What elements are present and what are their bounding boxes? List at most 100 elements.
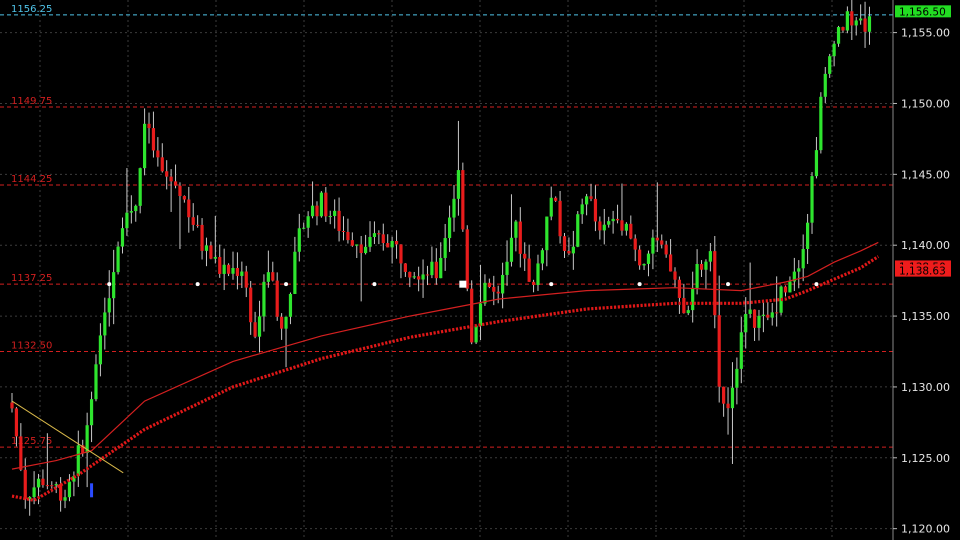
candle-body: [744, 313, 748, 333]
candle-body: [72, 476, 76, 482]
candle-body: [518, 221, 522, 254]
level-label: 1125.75: [11, 436, 52, 447]
candle-body: [14, 408, 19, 437]
candle-body: [691, 287, 695, 311]
candle-body: [275, 280, 279, 317]
candle-body: [823, 73, 827, 97]
candle-body: [571, 246, 575, 254]
candle-body: [222, 264, 226, 274]
candle-body: [266, 272, 270, 282]
candle-body: [664, 244, 668, 255]
candle-body: [841, 27, 845, 31]
candle-body: [98, 335, 102, 365]
marker-dot: [726, 282, 731, 287]
candle-body: [112, 272, 116, 299]
candle-body: [63, 497, 67, 501]
candle-body: [832, 43, 836, 57]
candle-body: [257, 316, 262, 337]
candle-body: [748, 309, 752, 314]
marker-dot: [814, 282, 819, 287]
candle-body: [386, 243, 390, 248]
candle-body: [50, 485, 54, 487]
candle-body: [474, 325, 478, 343]
candle-body: [509, 237, 514, 262]
candle-body: [629, 223, 633, 239]
candle-body: [505, 261, 509, 275]
axis-tick-label: 1,135.00: [901, 310, 950, 323]
candle-body: [523, 253, 527, 259]
candle-body: [819, 96, 823, 151]
candle-body: [324, 192, 328, 217]
candle-body: [735, 368, 739, 388]
candle-body: [32, 487, 36, 498]
candle-body: [45, 485, 49, 487]
candle-body: [94, 364, 98, 400]
candle-body: [306, 216, 310, 228]
candle-body: [611, 218, 615, 222]
axis-tick-label: 1,145.00: [901, 168, 950, 181]
candle-body: [682, 297, 686, 314]
candle-body: [107, 298, 111, 313]
candle-body: [399, 244, 403, 264]
candle-body: [364, 246, 368, 254]
candle-body: [722, 386, 726, 404]
level-label: 1132.50: [11, 340, 52, 351]
candle-body: [209, 245, 213, 259]
candle-body: [226, 264, 231, 274]
candle-body: [456, 170, 461, 199]
candle-body: [677, 279, 682, 298]
candle-body: [487, 282, 491, 288]
candle-body: [850, 11, 854, 26]
candle-body: [54, 484, 58, 486]
candle-body: [421, 274, 425, 280]
candle-body: [120, 228, 125, 247]
candle-body: [739, 332, 743, 369]
candle-body: [580, 204, 584, 215]
candle-body: [452, 198, 456, 218]
price-tag: [895, 5, 951, 18]
candle-body: [447, 217, 452, 239]
candle-body: [651, 237, 655, 254]
candle-body: [554, 197, 558, 201]
candle-body: [394, 240, 399, 245]
candle-body: [585, 196, 589, 205]
candle-body: [204, 245, 209, 251]
candle-body: [430, 261, 434, 276]
candle-body: [867, 16, 872, 32]
candle-body: [138, 168, 142, 206]
candle-body: [470, 288, 474, 343]
candle-body: [235, 267, 240, 276]
candle-body: [443, 238, 447, 258]
moving-averages: [11, 241, 880, 502]
candle-body: [589, 196, 593, 199]
candle-body: [836, 27, 841, 44]
candle-body: [801, 249, 805, 269]
candle-body: [549, 197, 553, 217]
candle-body: [545, 216, 549, 251]
candle-body: [67, 481, 72, 498]
candle-body: [757, 315, 761, 328]
candle-body: [620, 220, 624, 231]
candle-body: [633, 238, 637, 250]
candle-body: [355, 244, 359, 246]
candle-body: [244, 271, 248, 288]
signal-bar: [90, 483, 94, 498]
candle-body: [576, 214, 580, 247]
candle-body: [434, 261, 438, 279]
candle-body: [310, 205, 315, 217]
axis-tick-label: 1,125.00: [901, 452, 950, 465]
candle-body: [182, 196, 186, 200]
candle-body: [160, 157, 164, 172]
candle-body: [231, 267, 235, 274]
candle-body: [284, 316, 288, 329]
candle-body: [483, 282, 487, 304]
candle-body: [806, 222, 810, 250]
grid: [0, 0, 893, 540]
candle-body: [726, 403, 730, 409]
candle-body: [425, 274, 430, 276]
candle-body: [333, 210, 337, 216]
candle-body: [527, 258, 531, 282]
candle-body: [704, 261, 708, 270]
candle-body: [465, 229, 469, 289]
